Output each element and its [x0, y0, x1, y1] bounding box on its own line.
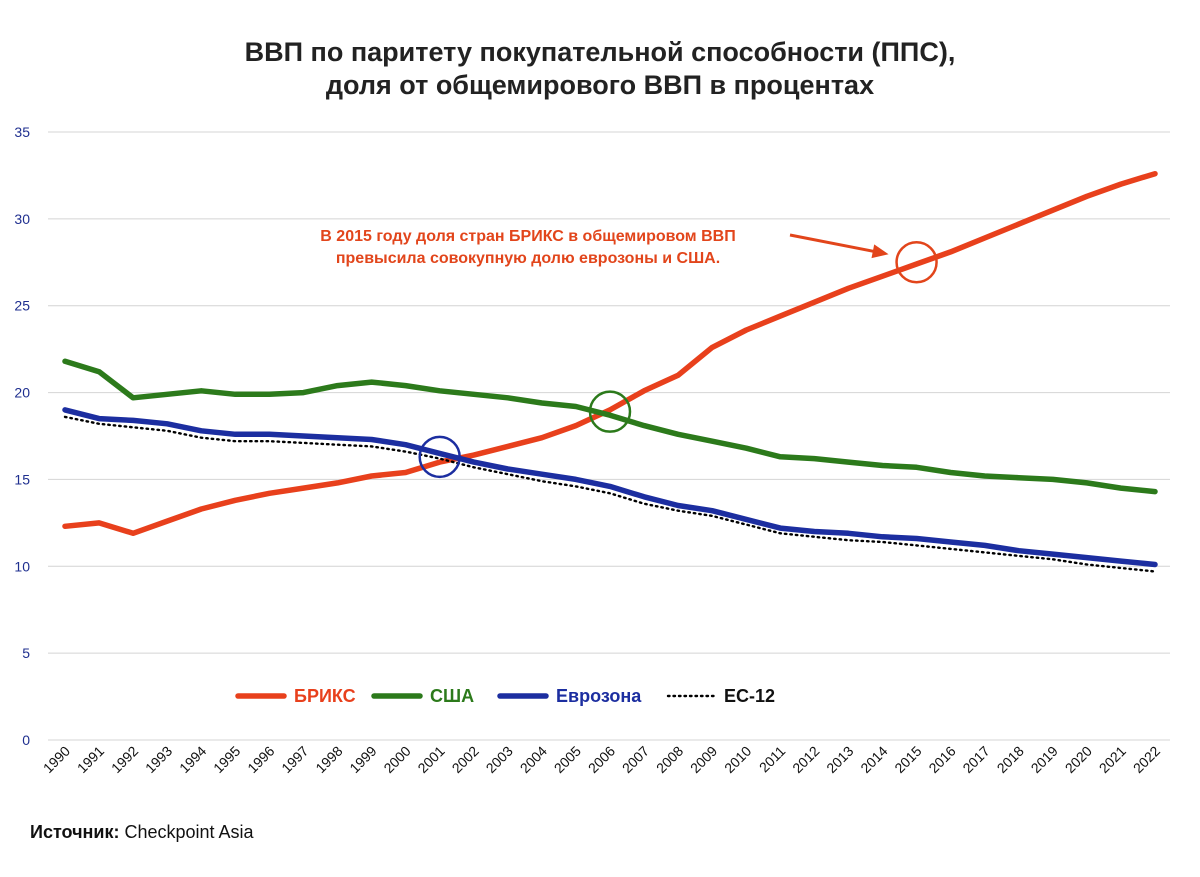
- x-tick-2022: 2022: [1130, 743, 1163, 776]
- x-tick-2020: 2020: [1062, 743, 1095, 776]
- y-axis-ticks: 0 5 10 15 20 25 30 35: [14, 124, 30, 748]
- annotation-line2: превысила совокупную долю еврозоны и США…: [336, 250, 720, 267]
- grid: [48, 131, 1170, 741]
- y-tick-10: 10: [14, 558, 30, 574]
- x-tick-1994: 1994: [176, 743, 209, 776]
- y-tick-0: 0: [22, 732, 30, 748]
- x-tick-1996: 1996: [244, 743, 277, 776]
- x-tick-2000: 2000: [380, 743, 413, 776]
- highlight-circles: [418, 241, 938, 479]
- highlight-circle-2015: [895, 241, 938, 284]
- source-value: Checkpoint Asia: [124, 822, 254, 842]
- x-tick-2017: 2017: [959, 743, 992, 776]
- source-note: Источник: Checkpoint Asia: [30, 822, 254, 843]
- series-line-0: [62, 170, 1158, 537]
- x-tick-2012: 2012: [789, 743, 822, 776]
- annotation-line1: В 2015 году доля стран БРИКС в общемиров…: [320, 228, 735, 245]
- source-label: Источник:: [30, 822, 120, 842]
- x-tick-1997: 1997: [278, 743, 311, 776]
- x-tick-2010: 2010: [721, 743, 754, 776]
- series-lines: [62, 170, 1158, 573]
- y-tick-5: 5: [22, 645, 30, 661]
- x-axis-ticks: 1990 1991 1992 1993 1994 1995 1996 1997 1998 1999…: [40, 743, 1163, 776]
- legend-label-1: США: [430, 686, 474, 706]
- x-tick-2015: 2015: [891, 743, 924, 776]
- y-tick-15: 15: [14, 471, 30, 487]
- y-tick-20: 20: [14, 385, 30, 401]
- x-tick-2016: 2016: [925, 743, 958, 776]
- annotation-arrow-head: [871, 244, 889, 259]
- y-tick-25: 25: [14, 298, 30, 314]
- x-tick-2008: 2008: [653, 743, 686, 776]
- chart-title: ВВП по паритету покупательной способност…: [0, 36, 1200, 102]
- highlight-circle-2006: [588, 390, 632, 433]
- legend-label-3: ЕС-12: [724, 686, 775, 706]
- legend-label-2: Еврозона: [556, 686, 642, 706]
- x-tick-2005: 2005: [551, 743, 584, 776]
- x-tick-1998: 1998: [312, 743, 345, 776]
- annotation-arrow-shaft: [789, 233, 879, 254]
- x-tick-2013: 2013: [823, 743, 856, 776]
- y-tick-35: 35: [14, 124, 30, 140]
- x-tick-1993: 1993: [142, 743, 175, 776]
- x-tick-2019: 2019: [1028, 743, 1061, 776]
- x-tick-2018: 2018: [994, 743, 1027, 776]
- series-line-3: [63, 415, 1157, 573]
- x-tick-2004: 2004: [517, 743, 550, 776]
- x-tick-1995: 1995: [210, 743, 243, 776]
- x-tick-2014: 2014: [857, 743, 890, 776]
- chart-title-line1: ВВП по паритету покупательной способност…: [244, 37, 956, 67]
- x-tick-2002: 2002: [449, 743, 482, 776]
- x-tick-2006: 2006: [585, 743, 618, 776]
- x-tick-1990: 1990: [40, 743, 73, 776]
- x-tick-2021: 2021: [1096, 743, 1129, 776]
- series-line-1: [62, 358, 1158, 495]
- highlight-circle-2001: [418, 435, 461, 479]
- x-tick-2009: 2009: [687, 743, 720, 776]
- y-tick-30: 30: [14, 211, 30, 227]
- x-tick-1991: 1991: [74, 743, 107, 776]
- x-tick-2003: 2003: [483, 743, 516, 776]
- x-tick-2011: 2011: [756, 743, 789, 776]
- legend-label-0: БРИКС: [294, 686, 356, 706]
- x-tick-1999: 1999: [346, 743, 379, 776]
- chart-subtitle: доля от общемирового ВВП в процентах: [325, 70, 875, 100]
- legend: БРИКС США Еврозона ЕС-12: [235, 686, 775, 706]
- x-tick-2007: 2007: [619, 743, 652, 776]
- annotation: В 2015 году доля стран БРИКС в общемиров…: [320, 228, 889, 267]
- series-line-2: [62, 407, 1158, 568]
- x-tick-2001: 2001: [414, 743, 447, 776]
- x-tick-1992: 1992: [108, 743, 141, 776]
